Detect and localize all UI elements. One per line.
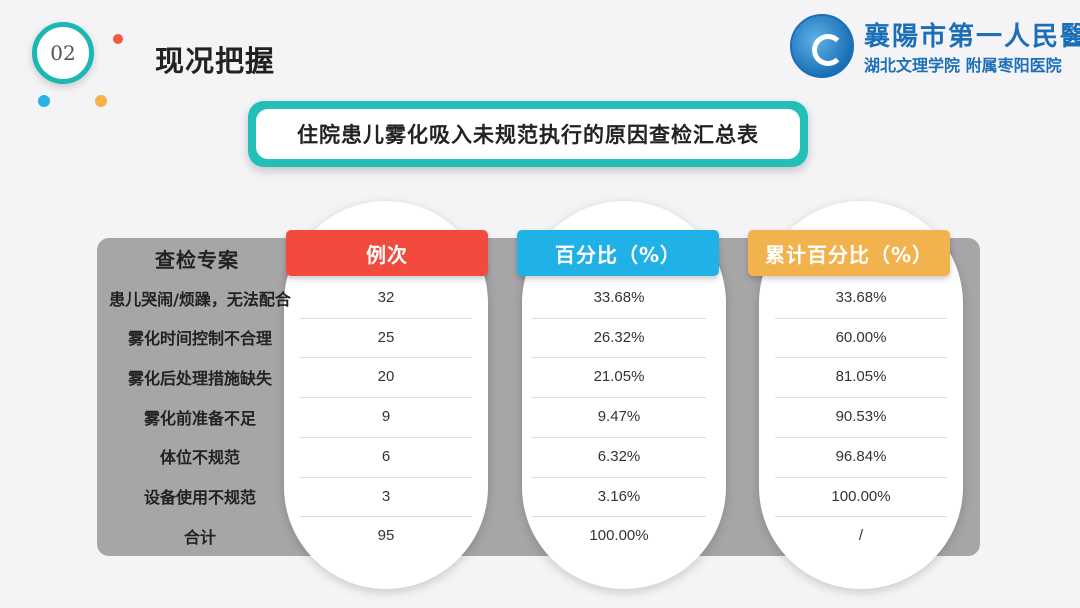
row-divider — [532, 317, 706, 319]
row-label: 合计 — [183, 527, 216, 547]
table-title: 住院患儿雾化吸入未规范执行的原因查检汇总表 — [256, 109, 800, 159]
cell-count: 20 — [377, 368, 395, 386]
hospital-logo: 襄陽市第一人民醫院 湖北文理学院 附属枣阳医院 — [790, 10, 1080, 82]
table-title-box: 住院患儿雾化吸入未规范执行的原因查检汇总表 — [248, 101, 808, 167]
row-divider — [775, 357, 947, 359]
row-divider — [532, 516, 706, 518]
page-title: 现况把握 — [155, 44, 276, 78]
row-label: 设备使用不规范 — [143, 488, 256, 507]
header-count: 例次 — [286, 230, 488, 276]
cell-count: 25 — [377, 328, 395, 346]
cell-cumulative: 100.00% — [831, 487, 891, 505]
cell-percent: 100.00% — [589, 527, 649, 545]
row-divider — [775, 397, 947, 399]
decorative-dot-orange — [95, 95, 107, 107]
cell-percent: 6.32% — [597, 447, 641, 465]
row-label: 患儿哭闹/烦躁，无法配合 — [109, 289, 291, 309]
row-divider — [300, 397, 472, 399]
header-item: 查检专案 — [155, 247, 239, 272]
row-divider — [532, 397, 706, 399]
row-label: 雾化前准备不足 — [143, 408, 256, 428]
cell-cumulative: / — [858, 527, 864, 545]
row-divider — [300, 357, 472, 359]
cell-percent: 3.16% — [597, 487, 641, 505]
cell-count: 3 — [381, 487, 391, 505]
header-cumulative: 累计百分比（%） — [748, 230, 950, 276]
cell-count: 9 — [381, 408, 391, 426]
cell-count: 95 — [377, 527, 395, 545]
cell-cumulative: 81.05% — [835, 368, 887, 386]
row-divider — [300, 476, 472, 478]
row-divider — [300, 317, 472, 319]
section-number-badge: 02 — [32, 22, 94, 84]
decorative-dot-blue — [38, 95, 50, 107]
hospital-affiliation: 湖北文理学院 附属枣阳医院 — [864, 56, 1062, 75]
cell-percent: 26.32% — [593, 328, 645, 346]
row-divider — [775, 317, 947, 319]
cell-count: 6 — [381, 447, 391, 465]
row-divider — [300, 516, 472, 518]
decorative-dot-red — [113, 34, 123, 44]
row-label: 雾化后处理措施缺失 — [127, 368, 272, 388]
cell-cumulative: 60.00% — [835, 328, 887, 346]
cell-cumulative: 96.84% — [835, 447, 887, 465]
hospital-name: 襄陽市第一人民醫院 — [864, 22, 1080, 52]
cell-cumulative: 33.68% — [835, 289, 887, 306]
row-label: 体位不规范 — [159, 448, 240, 468]
row-divider — [775, 476, 947, 478]
row-divider — [532, 436, 706, 438]
section-number: 02 — [50, 41, 76, 65]
cell-percent: 9.47% — [597, 408, 641, 426]
row-label: 雾化时间控制不合理 — [127, 329, 272, 349]
cell-count: 32 — [377, 289, 395, 306]
cell-percent: 21.05% — [593, 368, 645, 386]
cell-cumulative: 90.53% — [835, 408, 887, 426]
hospital-emblem-icon — [790, 14, 854, 78]
row-divider — [300, 436, 472, 438]
row-divider — [532, 357, 706, 359]
row-divider — [775, 516, 947, 518]
row-divider — [775, 436, 947, 438]
header-percent: 百分比（%） — [517, 230, 719, 276]
row-divider — [532, 476, 706, 478]
cell-percent: 33.68% — [593, 289, 645, 306]
